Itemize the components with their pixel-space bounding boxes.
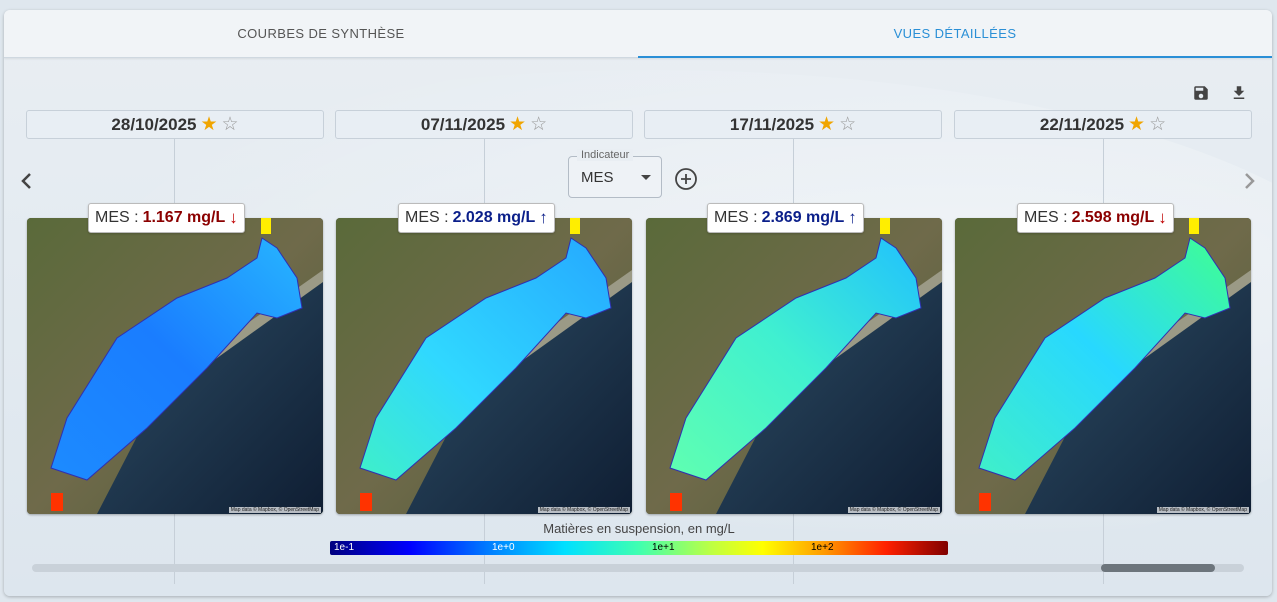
download-icon	[1233, 86, 1245, 99]
star-filled-icon[interactable]: ★	[509, 114, 527, 135]
satellite-map	[955, 218, 1251, 514]
date-header: 22/11/2025 ★ ☆	[954, 110, 1252, 139]
detailed-views-panel: COURBES DE SYNTHÈSE VUES DÉTAILLÉES 28/1…	[4, 10, 1272, 596]
colorbar-tick: 1e+2	[811, 542, 834, 553]
date-header: 28/10/2025 ★ ☆	[26, 110, 324, 139]
horizontal-scrollbar-thumb[interactable]	[1101, 564, 1215, 572]
horizontal-scrollbar-track[interactable]	[32, 564, 1244, 572]
arrow-up-icon: ↑	[539, 208, 548, 227]
indicator-value: MES	[581, 169, 614, 186]
tab-courbes-de-synthese[interactable]: COURBES DE SYNTHÈSE	[237, 26, 405, 41]
arrow-down-icon: ↓	[229, 208, 238, 227]
caret-down-icon	[641, 175, 651, 180]
star-empty-icon[interactable]: ☆	[221, 114, 239, 135]
date-text: 22/11/2025	[1039, 114, 1125, 134]
colorbar-tick: 1e-1	[334, 542, 355, 553]
satellite-map	[27, 218, 323, 514]
next-arrow-button[interactable]	[1238, 169, 1262, 193]
star-empty-icon[interactable]: ☆	[530, 114, 548, 135]
date-text: 17/11/2025	[729, 114, 815, 134]
colorbar: 1e-1 1e+0 1e+1 1e+2	[330, 541, 948, 555]
mes-value: 2.598 mg/L	[1071, 209, 1155, 226]
mes-label-text: MES :	[95, 209, 139, 226]
map-attribution: Map data © Mapbox, © OpenStreetMap	[1156, 507, 1249, 513]
star-filled-icon[interactable]: ★	[200, 114, 218, 135]
mes-label-text: MES :	[405, 209, 449, 226]
date-text: 28/10/2025	[111, 114, 197, 134]
plus-circle-icon	[675, 168, 697, 190]
mes-value-label: MES : 2.869 mg/L ↑	[707, 203, 864, 233]
mes-value: 2.869 mg/L	[761, 209, 845, 226]
mes-value-label: MES : 2.028 mg/L ↑	[398, 203, 555, 233]
tab-bar: COURBES DE SYNTHÈSE VUES DÉTAILLÉES	[4, 10, 1272, 58]
map-view[interactable]: Map data © Mapbox, © OpenStreetMap	[27, 218, 323, 514]
indicator-legend: Indicateur	[577, 149, 634, 161]
star-empty-icon[interactable]: ☆	[1149, 114, 1167, 135]
add-indicator-button[interactable]	[674, 167, 698, 191]
colorbar-title: Matières en suspension, en mg/L	[543, 521, 735, 536]
chevron-right-icon	[1245, 173, 1255, 189]
date-text: 07/11/2025	[420, 114, 506, 134]
map-attribution: Map data © Mapbox, © OpenStreetMap	[847, 507, 940, 513]
star-empty-icon[interactable]: ☆	[839, 114, 857, 135]
indicator-select[interactable]: Indicateur MES	[568, 149, 662, 198]
satellite-map	[646, 218, 942, 514]
mes-value: 1.167 mg/L	[142, 209, 226, 226]
arrow-down-icon: ↓	[1158, 208, 1167, 227]
date-header: 17/11/2025 ★ ☆	[644, 110, 942, 139]
save-button[interactable]	[1190, 82, 1212, 104]
star-filled-icon[interactable]: ★	[818, 114, 836, 135]
chevron-left-icon	[21, 173, 31, 189]
mes-label-text: MES :	[714, 209, 758, 226]
save-icon	[1194, 86, 1208, 100]
mes-value-label: MES : 1.167 mg/L ↓	[88, 203, 245, 233]
map-view[interactable]: Map data © Mapbox, © OpenStreetMap	[646, 218, 942, 514]
arrow-up-icon: ↑	[848, 208, 857, 227]
previous-arrow-button[interactable]	[14, 169, 38, 193]
tab-vues-detaillees[interactable]: VUES DÉTAILLÉES	[638, 10, 1272, 58]
date-header: 07/11/2025 ★ ☆	[335, 110, 633, 139]
map-attribution: Map data © Mapbox, © OpenStreetMap	[228, 507, 321, 513]
star-filled-icon[interactable]: ★	[1128, 114, 1146, 135]
map-view[interactable]: Map data © Mapbox, © OpenStreetMap	[955, 218, 1251, 514]
colorbar-tick: 1e+1	[652, 542, 675, 553]
mes-value: 2.028 mg/L	[452, 209, 536, 226]
satellite-map	[336, 218, 632, 514]
map-view[interactable]: Map data © Mapbox, © OpenStreetMap	[336, 218, 632, 514]
mes-label-text: MES :	[1024, 209, 1068, 226]
map-attribution: Map data © Mapbox, © OpenStreetMap	[537, 507, 630, 513]
download-button[interactable]	[1228, 82, 1250, 104]
mes-value-label: MES : 2.598 mg/L ↓	[1017, 203, 1174, 233]
colorbar-tick: 1e+0	[492, 542, 515, 553]
